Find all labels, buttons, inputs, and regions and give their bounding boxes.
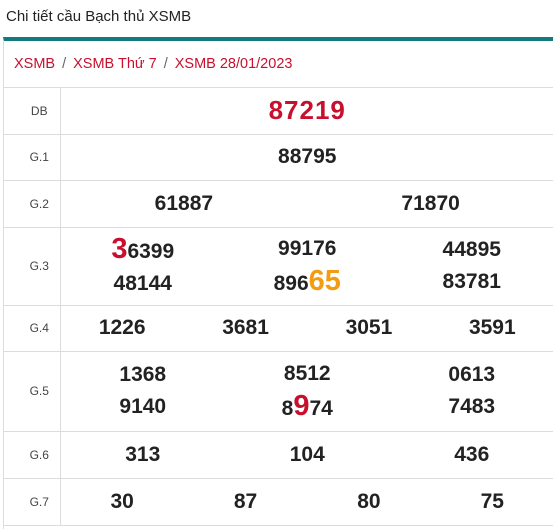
prize-number: 87 [233,489,258,513]
highlight-digit: 9 [293,389,310,422]
prize-label: DB [4,88,61,135]
prize-number: 3681 [222,316,269,339]
prize-number: 3051 [345,316,393,339]
prize-number-highlighted: 36399 [111,232,175,265]
prize-number: 104 [289,442,325,466]
prize-row-g7: G.7 30 87 80 75 [4,478,553,526]
prize-values: 30 87 80 75 [60,478,553,526]
prize-number: 30 [110,489,134,513]
prize-number: 7483 [448,395,496,418]
prize-number: 3591 [468,316,516,339]
prize-number: 8512 [283,361,331,385]
prize-values: 1226 3681 3051 3591 [60,305,553,352]
prize-row-g4: G.4 1226 3681 3051 3591 [4,305,553,352]
prize-label: G.1 [4,134,61,181]
prize-number: 71870 [401,191,460,215]
prize-row-db: DB 87219 [4,88,553,135]
prize-number: 99176 [278,236,337,260]
prize-number: 75 [480,489,504,513]
highlight-digit: 3 [111,232,128,265]
highlight-digits: 65 [308,264,341,297]
prize-number: 313 [125,442,161,466]
breadcrumb-link-xsmb-thu-7[interactable]: XSMB Thứ 7 [73,56,157,72]
prize-label: G.7 [4,478,61,526]
prize-values: 1368 9140 8512 8974 0613 7483 [60,351,553,432]
prize-number: 80 [357,489,381,513]
breadcrumb-separator: / [62,56,67,72]
prize-values: 88795 [60,134,553,181]
breadcrumb: XSMB / XSMB Thứ 7 / XSMB 28/01/2023 [4,41,553,88]
prize-row-g3: G.3 36399 48144 99176 89665 44895 83781 [4,227,553,306]
prize-row-g1: G.1 88795 [4,134,553,181]
prize-label: G.4 [4,305,61,352]
prize-label: G.6 [4,431,61,479]
results-table: DB 87219 G.1 88795 G.2 61887 71870 [4,88,553,526]
prize-number-highlighted: 89665 [273,264,341,297]
prize-values: 36399 48144 99176 89665 44895 83781 [60,227,553,306]
prize-number: 83781 [442,270,501,293]
prize-label: G.5 [4,351,61,432]
prize-number: 88795 [278,145,337,168]
prize-number: 61887 [154,191,214,215]
prize-row-g5: G.5 1368 9140 8512 8974 0613 7483 [4,351,553,432]
prize-row-g6: G.6 313 104 436 [4,431,553,479]
prize-number: 0613 [448,363,496,386]
prize-number-highlighted: 8974 [281,389,333,422]
page-title: Chi tiết cầu Bạch thủ XSMB [6,8,192,25]
prize-values: 87219 [60,88,553,135]
prize-number: 1368 [119,363,167,386]
prize-values: 313 104 436 [60,431,553,479]
prize-label: G.2 [4,180,61,228]
prize-number: 1226 [98,316,146,339]
breadcrumb-separator: / [163,56,168,72]
prize-number: 436 [454,442,490,466]
special-prize-number: 87219 [268,95,346,126]
prize-values: 61887 71870 [60,180,553,228]
results-panel: XSMB / XSMB Thứ 7 / XSMB 28/01/2023 DB 8… [3,37,553,529]
prize-row-g2: G.2 61887 71870 [4,180,553,228]
breadcrumb-link-xsmb[interactable]: XSMB [14,56,56,72]
prize-number: 44895 [442,238,501,261]
prize-label: G.3 [4,227,61,306]
prize-number: 9140 [119,395,167,418]
breadcrumb-link-date[interactable]: XSMB 28/01/2023 [174,56,293,72]
prize-number: 48144 [113,271,172,295]
